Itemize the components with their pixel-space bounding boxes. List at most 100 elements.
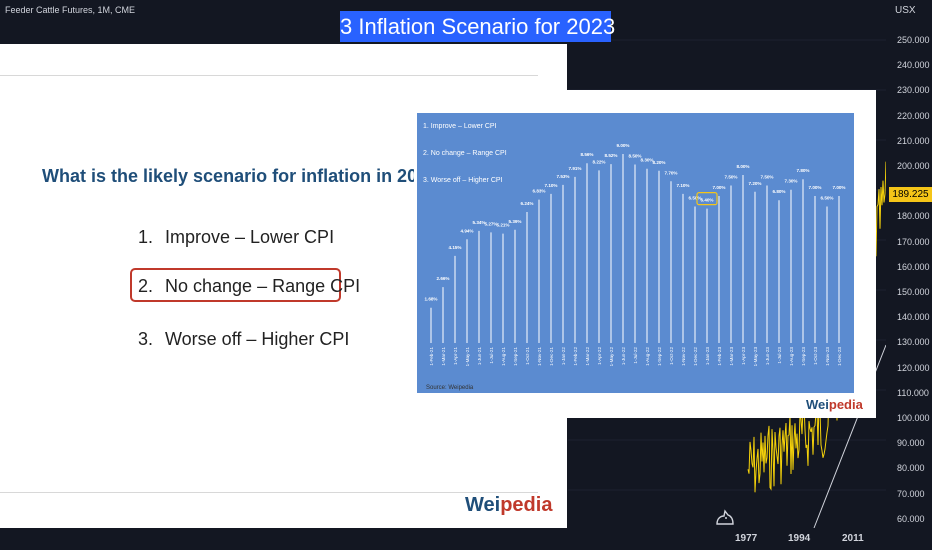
cpi-data-label: 5.21% — [496, 223, 509, 228]
cpi-category-label: 1-May-23 — [753, 347, 758, 367]
cpi-data-label: 6.40% — [700, 198, 713, 203]
cpi-category-label: 1-Jun-22 — [621, 347, 626, 366]
cpi-category-label: 1-May-22 — [609, 347, 614, 367]
cpi-data-label: 4.15% — [448, 245, 461, 250]
weipedia-logo: Weipedia — [465, 494, 553, 516]
time-label-1977: 1977 — [735, 533, 758, 544]
cpi-category-label: 1-Nov-21 — [537, 347, 542, 366]
cpi-category-label: 1-Jan-22 — [561, 347, 566, 366]
cpi-data-label: 8.52% — [604, 153, 617, 158]
cpi-data-label: 7.30% — [784, 179, 797, 184]
cpi-data-label: 6.24% — [520, 201, 533, 206]
price-tick-label: 160.000 — [897, 261, 930, 272]
cpi-category-label: 1-Sep-23 — [801, 347, 806, 366]
cpi-category-label: 1-Jul-21 — [489, 347, 494, 364]
cpi-category-label: 1-Jul-23 — [777, 347, 782, 364]
price-tick-label: 150.000 — [897, 287, 930, 297]
cpi-source-label: Source: Weipedia — [426, 385, 474, 391]
option-no-change: 2. No change – Range CPI — [138, 276, 360, 297]
cpi-data-label: 7.91% — [568, 166, 581, 171]
cpi-category-label: 1-Sep-21 — [513, 347, 518, 366]
price-tick-label: 250.000 — [897, 35, 930, 45]
cpi-data-label: 8.00% — [736, 164, 749, 169]
cpi-category-label: 1-Mar-22 — [585, 347, 590, 366]
cpi-data-label: 4.94% — [460, 228, 473, 233]
cpi-data-label: 6.80% — [772, 189, 785, 194]
time-axis[interactable] — [0, 528, 886, 550]
presentation-slide: What is the likely scenario for inflatio… — [0, 44, 567, 528]
price-tick-label: 210.000 — [897, 135, 930, 146]
tradingview-logo-icon[interactable] — [714, 507, 736, 527]
price-tick-label: 80.000 — [897, 463, 925, 474]
cpi-data-label: 7.80% — [796, 168, 809, 173]
cpi-category-label: 1-Nov-23 — [825, 347, 830, 366]
cpi-category-label: 1-Dec-22 — [693, 347, 698, 366]
cpi-category-label: 1-Oct-21 — [525, 347, 530, 365]
cpi-category-label: 1-Feb-23 — [717, 347, 722, 366]
option-text: Improve – Lower CPI — [165, 227, 335, 247]
cpi-data-label: 6.83% — [532, 189, 545, 194]
price-axis[interactable] — [886, 0, 932, 550]
price-tick-label: 170.000 — [897, 236, 930, 247]
cpi-data-label: 6.50% — [820, 196, 833, 201]
price-tick-label: 140.000 — [897, 312, 930, 323]
price-tick-label: 240.000 — [897, 60, 930, 71]
slide-question: What is the likely scenario for inflatio… — [42, 166, 449, 186]
cpi-data-label: 7.50% — [760, 175, 773, 180]
cpi-category-label: 1-Nov-22 — [681, 347, 686, 366]
cpi-data-label: 6.50% — [688, 196, 701, 201]
cpi-data-label: 5.39% — [508, 219, 521, 224]
cpi-data-label: 7.10% — [544, 183, 557, 188]
slide-divider-bottom — [0, 492, 538, 493]
cpi-data-label: 7.10% — [676, 183, 689, 188]
cpi-category-label: 1-Mar-23 — [729, 347, 734, 366]
cpi-category-label: 1-Jul-22 — [633, 347, 638, 364]
cpi-category-label: 1-Aug-23 — [789, 347, 794, 366]
cpi-category-label: 1-Apr-21 — [453, 347, 458, 365]
cpi-data-label: 8.22% — [592, 159, 605, 164]
cpi-category-label: 1-Oct-23 — [813, 347, 818, 365]
price-tick-label: 90.000 — [897, 438, 925, 449]
cpi-category-label: 1-Apr-23 — [741, 347, 746, 365]
cpi-legend-item: 1. Improve – Lower CPI — [423, 123, 497, 130]
price-tick-label: 60.000 — [897, 513, 925, 524]
option-number: 1. — [138, 227, 154, 247]
cpi-category-label: 1-Mar-21 — [441, 347, 446, 366]
slide-divider-top — [0, 75, 538, 76]
cpi-data-label: 7.00% — [712, 185, 725, 190]
cpi-bar-chart: 1. Improve – Lower CPI 2. No change – Ran… — [417, 113, 854, 393]
selected-option-box — [130, 268, 341, 302]
option-number: 2. — [138, 276, 154, 296]
option-improve: 1. Improve – Lower CPI — [138, 227, 334, 248]
cpi-data-label: 1.68% — [424, 297, 437, 302]
price-tick-label: 110.000 — [897, 387, 929, 398]
cpi-category-label: 1-Feb-22 — [573, 347, 578, 366]
cpi-data-label: 7.53% — [556, 174, 569, 179]
time-label-1994: 1994 — [788, 533, 811, 544]
cpi-legend-item: 3. Worse off – Higher CPI — [423, 177, 503, 184]
cpi-category-label: 1-May-21 — [465, 347, 470, 367]
price-tick-label: 220.000 — [897, 110, 930, 121]
cpi-chart-panel: 1. Improve – Lower CPI 2. No change – Ran… — [414, 90, 876, 418]
cpi-category-label: 1-Sep-22 — [657, 347, 662, 366]
cpi-data-label: 8.30% — [640, 158, 653, 163]
price-tick-label: 230.000 — [897, 85, 930, 96]
cpi-data-label: 5.34% — [472, 220, 485, 225]
cpi-category-label: 1-Dec-21 — [549, 347, 554, 366]
price-tick-label: 200.000 — [897, 161, 930, 171]
cpi-category-label: 1-Jun-21 — [477, 347, 482, 366]
currency-label: USX — [895, 5, 916, 16]
option-text: Worse off – Higher CPI — [165, 329, 350, 349]
cpi-data-label: 8.56% — [580, 152, 593, 157]
price-tick-label: 100.000 — [897, 413, 930, 423]
cpi-data-label: 7.50% — [724, 175, 737, 180]
price-tick-label: 130.000 — [897, 337, 930, 348]
cpi-data-label: 7.00% — [808, 185, 821, 190]
page-title: 3 Inflation Scenario for 2023 — [340, 11, 615, 42]
cpi-highlight-box — [696, 191, 718, 206]
cpi-category-label: 1-Feb-21 — [429, 347, 434, 366]
cpi-category-label: 1-Aug-22 — [645, 347, 650, 366]
cpi-weipedia-logo: Weipedia — [806, 397, 863, 412]
current-price-badge: 189.225 — [889, 187, 932, 202]
cpi-data-label: 7.00% — [832, 185, 845, 190]
